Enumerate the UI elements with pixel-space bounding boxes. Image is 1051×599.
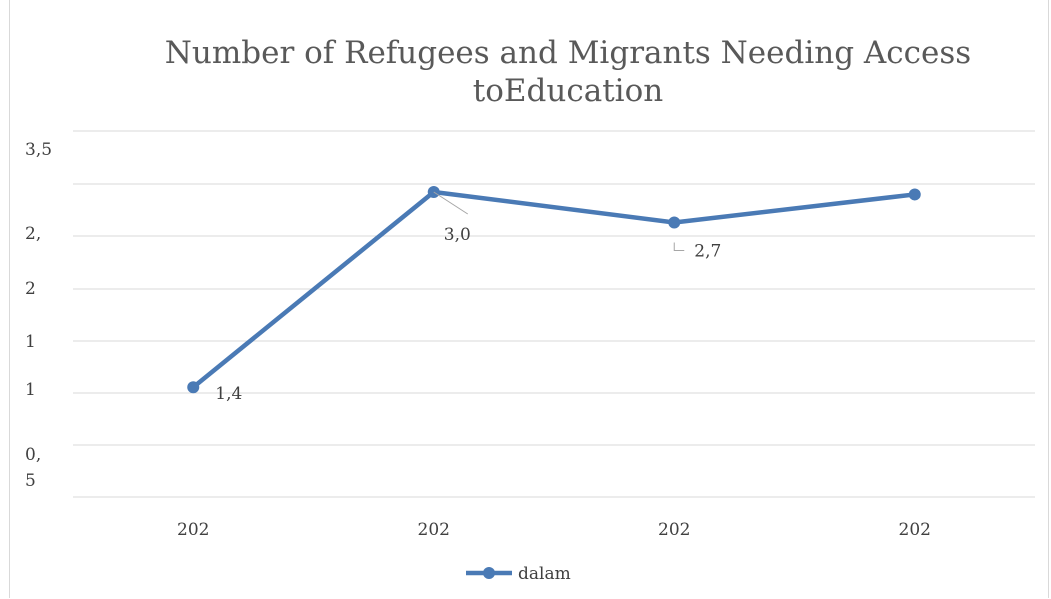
- x-tick-label: 202: [177, 520, 209, 540]
- y-tick-label: 2,: [25, 224, 41, 244]
- data-labels: 1,4 3,0 2,7: [215, 191, 721, 404]
- x-tick-label: 202: [658, 520, 690, 540]
- y-tick-label: 0,: [25, 445, 41, 465]
- y-axis-ticks: 3,5 2, 2 1 1 0, 5: [25, 140, 52, 491]
- chart-title: Number of Refugees and Migrants Needing …: [165, 35, 971, 109]
- y-tick-label: 1: [25, 332, 36, 352]
- series-lines: [187, 186, 921, 394]
- chart-title-line: toEducation: [473, 73, 663, 109]
- x-axis-ticks: 202 202 202 202: [177, 520, 931, 540]
- y-tick-label: 1: [25, 380, 36, 400]
- legend-swatch-marker: [483, 567, 495, 579]
- data-label: 1,4: [215, 384, 242, 404]
- data-label-leader: [673, 242, 685, 251]
- data-point: [187, 381, 200, 394]
- y-tick-label: 5: [25, 471, 36, 491]
- data-point: [908, 188, 921, 201]
- x-tick-label: 202: [899, 520, 931, 540]
- y-tick-label: 2: [25, 279, 36, 299]
- legend: dalam: [466, 564, 571, 584]
- x-tick-label: 202: [418, 520, 450, 540]
- data-point: [668, 216, 681, 229]
- data-label: 3,0: [444, 225, 471, 245]
- chart-frame: [9, 0, 1049, 598]
- y-tick-label: 3,5: [25, 140, 52, 160]
- data-label-leader: [433, 191, 469, 215]
- series-line: [191, 189, 917, 390]
- chart-title-line: Number of Refugees and Migrants Needing …: [165, 35, 971, 71]
- gridlines: [73, 130, 1035, 498]
- data-label: 2,7: [694, 242, 721, 262]
- legend-label: dalam: [518, 564, 571, 584]
